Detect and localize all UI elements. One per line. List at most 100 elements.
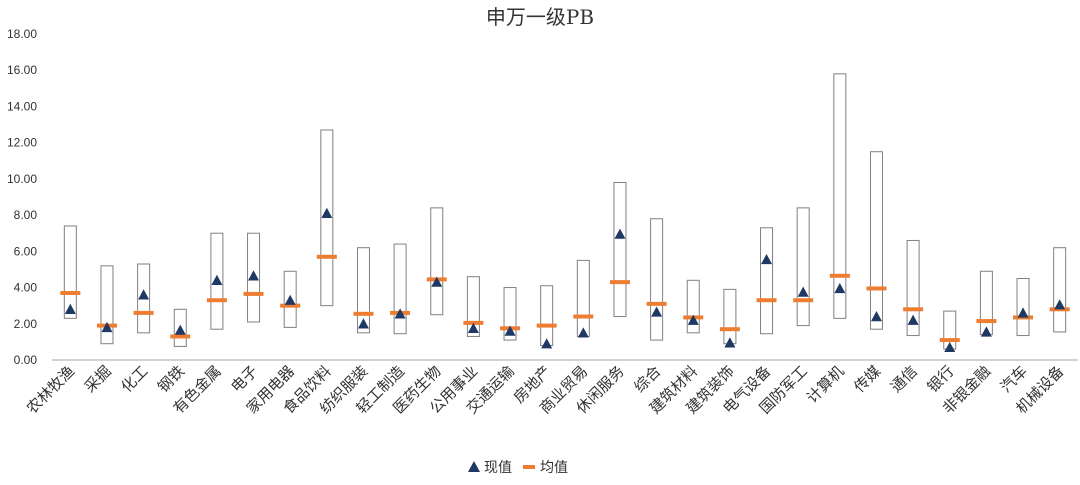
mean-marker (793, 298, 814, 303)
range-box (686, 279, 700, 334)
current-markers (64, 207, 1066, 352)
mean-marker (536, 323, 557, 328)
current-marker (431, 276, 443, 287)
range-box (137, 263, 151, 334)
current-marker (504, 325, 516, 336)
current-marker (907, 314, 919, 325)
x-tick-label: 计算机 (803, 362, 848, 407)
x-tick-label: 传媒 (850, 362, 884, 396)
mean-marker (133, 310, 154, 315)
current-marker (64, 303, 76, 314)
chart-title: 申万一级PB (486, 5, 594, 29)
range-box (1016, 278, 1030, 337)
current-marker (944, 341, 956, 352)
range-box (210, 232, 224, 330)
range-box (356, 247, 370, 334)
current-marker (101, 321, 113, 333)
mean-marker (60, 290, 81, 295)
range-box (320, 129, 334, 307)
legend: 现值 均值 (468, 460, 568, 476)
current-marker (1054, 299, 1066, 310)
x-tick-label: 农林牧渔 (23, 362, 78, 417)
current-marker (174, 324, 186, 335)
current-marker (980, 326, 992, 337)
y-tick-label: 18.00 (7, 27, 37, 41)
mean-marker (170, 334, 191, 339)
y-tick-label: 12.00 (7, 136, 37, 150)
mean-marker (903, 307, 924, 312)
current-marker (467, 322, 479, 333)
current-marker (394, 308, 406, 319)
current-marker (761, 253, 773, 265)
range-box (650, 218, 664, 341)
current-marker (284, 294, 296, 305)
y-tick-label: 10.00 (7, 172, 37, 186)
range-box (173, 308, 187, 347)
mean-marker (939, 338, 960, 343)
current-marker (577, 327, 589, 338)
current-marker (357, 318, 369, 329)
range-box (247, 232, 261, 323)
legend-mean-marker (523, 465, 535, 469)
range-box (503, 287, 517, 341)
range-boxes (63, 73, 1067, 350)
current-marker (614, 228, 626, 239)
legend-current-marker (468, 461, 480, 472)
y-tick-label: 6.00 (14, 244, 38, 258)
current-marker (1017, 307, 1029, 318)
range-box (723, 288, 737, 345)
range-box (540, 285, 554, 347)
current-marker (541, 338, 553, 349)
y-tick-label: 14.00 (7, 99, 37, 113)
mean-marker (280, 303, 301, 308)
mean-marker (829, 273, 850, 278)
y-tick-label: 0.00 (14, 353, 38, 367)
x-tick-label: 化工 (117, 362, 151, 396)
mean-marker (756, 298, 777, 303)
range-box (869, 151, 883, 330)
legend-current-label: 现值 (484, 460, 512, 476)
range-box (833, 73, 847, 319)
y-tick-label: 8.00 (14, 208, 38, 222)
range-box (906, 239, 920, 337)
current-marker (724, 337, 736, 348)
mean-marker (206, 298, 227, 303)
range-box (1053, 247, 1067, 333)
range-box (466, 276, 480, 337)
current-marker (211, 274, 223, 285)
mean-marker (719, 327, 740, 332)
range-box (613, 182, 627, 318)
range-box (393, 243, 407, 335)
current-marker (834, 282, 846, 294)
mean-marker (866, 286, 887, 291)
x-tick-label: 通信 (887, 362, 921, 396)
range-box (63, 225, 77, 319)
mean-marker (573, 314, 594, 319)
mean-marker (609, 280, 630, 285)
range-box (430, 207, 444, 316)
range-box (100, 265, 114, 345)
y-tick-label: 2.00 (14, 317, 38, 331)
current-marker (248, 270, 260, 281)
y-tick-label: 16.00 (7, 63, 37, 77)
current-marker (321, 207, 333, 218)
range-box (796, 207, 810, 327)
legend-mean-label: 均值 (540, 460, 568, 476)
mean-marker (646, 301, 667, 306)
current-marker (651, 306, 663, 317)
range-box (283, 270, 297, 328)
current-marker (138, 289, 150, 300)
mean-marker (976, 319, 997, 324)
range-box (760, 227, 774, 335)
current-marker (797, 286, 809, 297)
mean-marker (353, 311, 374, 316)
mean-marker (316, 254, 337, 259)
y-axis: 0.00 2.00 4.00 6.00 8.00 10.00 12.00 14.00 16.00… (7, 27, 37, 367)
y-tick-label: 4.00 (14, 281, 38, 295)
x-tick-label: 采掘 (81, 362, 115, 396)
mean-marker (243, 291, 264, 296)
range-box (576, 259, 590, 337)
current-marker (870, 311, 882, 322)
